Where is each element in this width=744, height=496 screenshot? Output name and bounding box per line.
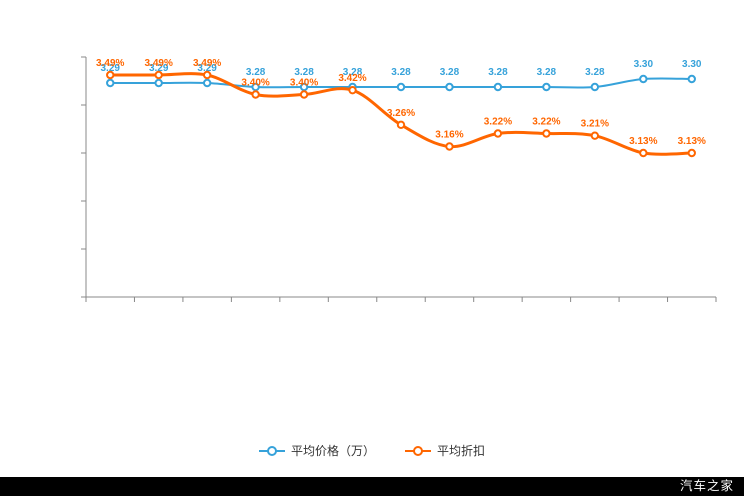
watermark-bar: 汽车之家 <box>0 477 744 496</box>
legend-line-marker-icon <box>405 446 431 456</box>
data-point-marker[interactable] <box>396 82 406 92</box>
legend-item-discount[interactable]: 平均折扣 <box>405 445 485 457</box>
data-point-label: 3.42% <box>338 73 366 84</box>
data-point-label: 3.29 <box>197 63 217 74</box>
data-point-marker[interactable] <box>542 82 551 92</box>
data-point-label: 3.28 <box>246 67 266 78</box>
data-point-marker[interactable] <box>590 131 600 140</box>
data-point-marker[interactable] <box>154 70 163 80</box>
data-point-label: 3.29 <box>149 63 169 74</box>
data-point-marker[interactable] <box>493 129 503 138</box>
data-point-marker[interactable] <box>396 120 406 130</box>
legend-label: 平均价格（万） <box>290 444 375 458</box>
axes <box>81 56 717 302</box>
data-point-marker[interactable] <box>348 85 357 95</box>
data-point-label: 3.49% <box>193 58 221 69</box>
brand-watermark: 汽车之家 <box>679 479 734 494</box>
data-point-label: 3.28 <box>391 67 411 78</box>
data-point-label: 3.29 <box>100 63 120 74</box>
legend-item-price[interactable]: 平均价格（万） <box>258 444 375 458</box>
data-point-marker[interactable] <box>202 70 212 80</box>
data-point-label: 3.28 <box>343 67 363 78</box>
data-point-label: 3.13% <box>678 136 706 147</box>
data-point-label: 3.21% <box>581 119 609 130</box>
data-point-label: 3.28 <box>585 67 605 78</box>
data-point-marker[interactable] <box>299 90 309 99</box>
data-point-marker[interactable] <box>154 78 163 88</box>
data-point-marker[interactable] <box>299 82 309 92</box>
data-point-marker[interactable] <box>493 82 503 92</box>
data-point-label: 3.28 <box>440 67 460 78</box>
data-point-marker[interactable] <box>590 82 600 92</box>
data-point-label: 3.40% <box>241 78 269 89</box>
data-point-marker[interactable] <box>251 82 260 92</box>
trend-line-chart: 3.29 3.29 3.29 3.28 3.28 3.28 3.28 3.28 3.28 3.28… <box>81 56 717 302</box>
data-point-marker[interactable] <box>251 90 260 99</box>
data-point-marker[interactable] <box>445 142 454 151</box>
data-point-marker[interactable] <box>106 78 115 88</box>
data-point-label: 3.22% <box>532 117 560 128</box>
data-point-label: 3.28 <box>488 67 508 78</box>
data-point-marker[interactable] <box>542 129 551 138</box>
data-point-label: 3.22% <box>484 117 512 128</box>
data-point-marker[interactable] <box>639 148 648 158</box>
data-point-label: 3.16% <box>435 130 463 141</box>
data-point-label: 3.49% <box>145 58 173 69</box>
legend-line-marker-icon <box>258 446 285 456</box>
data-point-marker[interactable] <box>445 82 454 92</box>
data-point-label: 3.13% <box>629 136 657 147</box>
series-price: 3.29 3.29 3.29 3.28 3.28 3.28 3.28 3.28 3.28 3.28… <box>100 59 702 92</box>
data-point-label: 3.30 <box>634 59 654 70</box>
data-point-marker[interactable] <box>687 148 696 158</box>
chart-legend: 平均价格（万） 平均折扣 <box>0 438 744 464</box>
data-point-label: 3.26% <box>387 108 415 119</box>
data-point-marker[interactable] <box>687 74 696 84</box>
data-point-label: 3.30 <box>682 59 702 70</box>
data-point-marker[interactable] <box>639 74 648 84</box>
legend-label: 平均折扣 <box>437 444 486 458</box>
data-point-marker[interactable] <box>202 78 212 88</box>
data-point-label: 3.40% <box>290 78 318 89</box>
data-point-label: 3.28 <box>537 67 557 78</box>
series-discount: 3.49% 3.49% 3.49% 3.40% 3.40% 3.42% 3.26% 3.16%… <box>96 58 706 158</box>
data-point-label: 3.49% <box>96 58 124 69</box>
data-point-marker[interactable] <box>106 70 115 80</box>
data-point-label: 3.28 <box>294 67 314 78</box>
